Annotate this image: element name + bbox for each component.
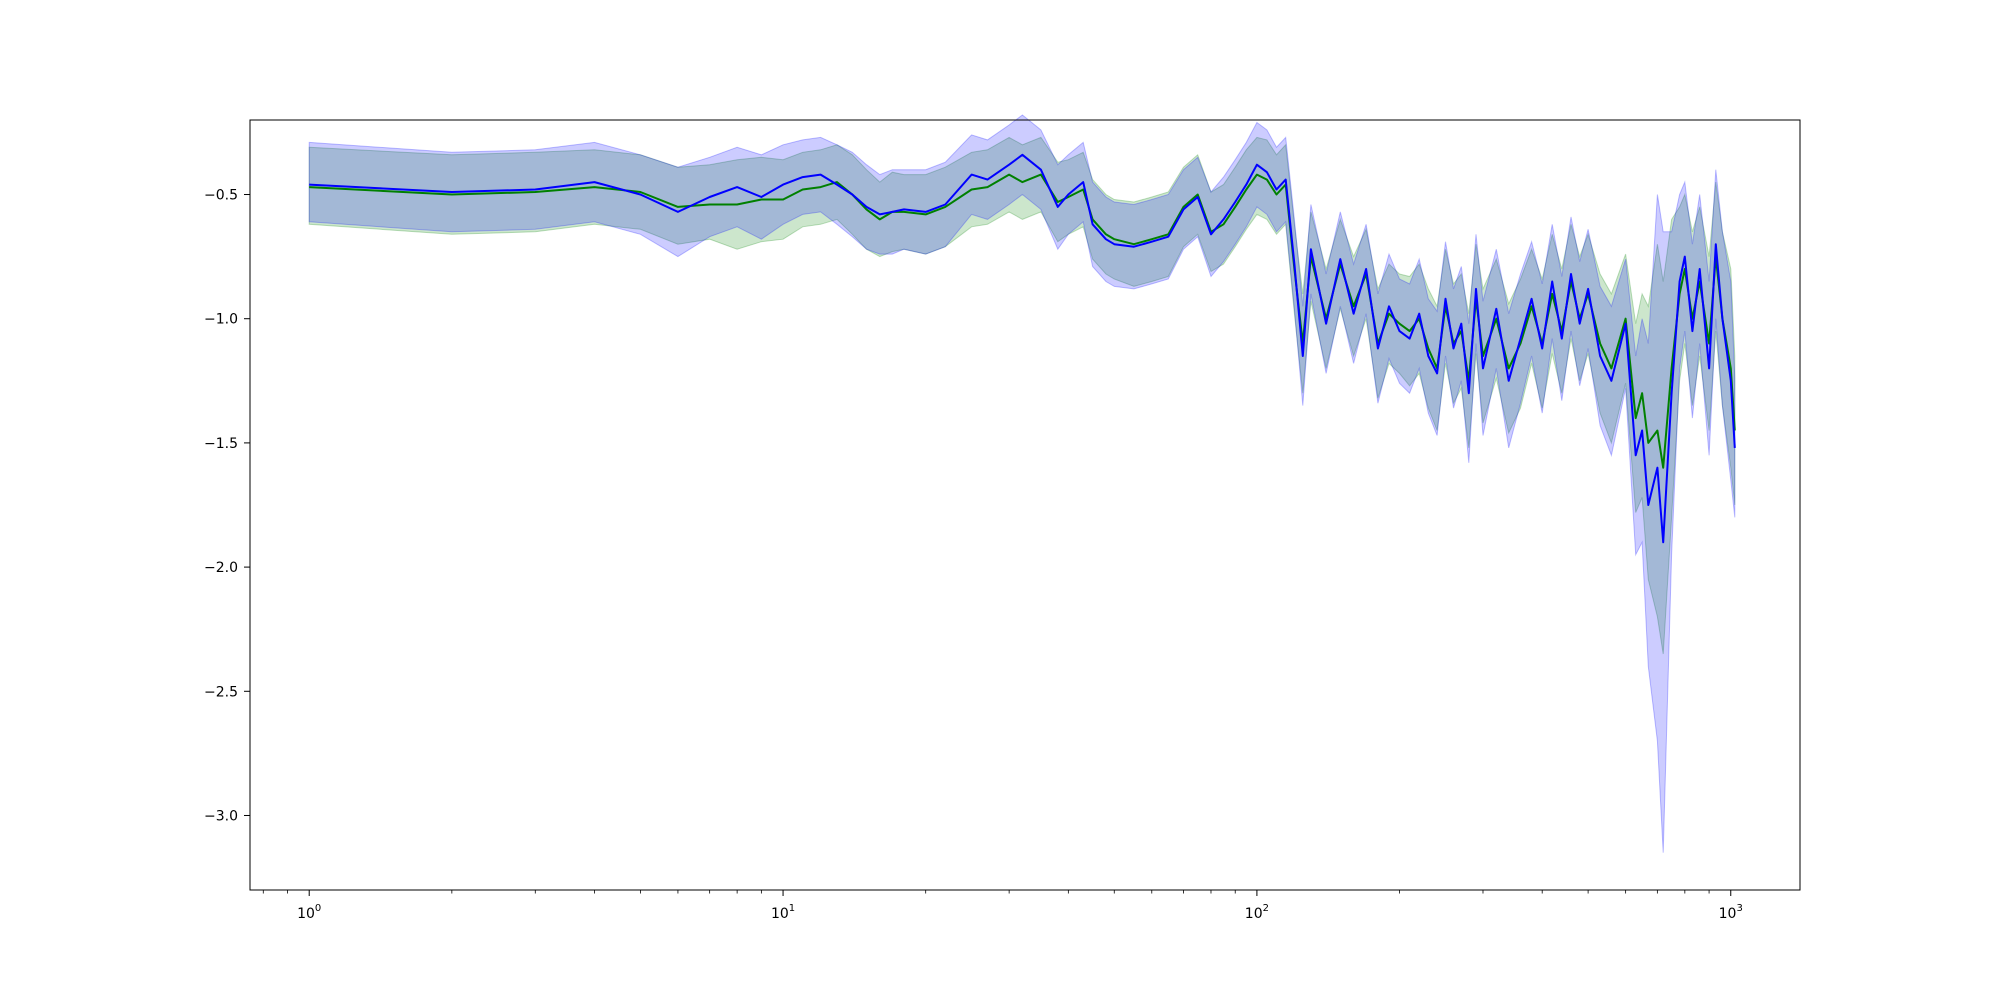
plot-frame xyxy=(249,119,1801,891)
x-tick-exponent: 2 xyxy=(1263,903,1269,914)
x-tick-base: 10 xyxy=(297,906,315,922)
confidence-bands xyxy=(308,114,1736,853)
x-tick-exponent: 1 xyxy=(789,903,795,914)
x-axis: 100 101 102 103 xyxy=(262,890,1743,922)
series-lines xyxy=(309,153,1736,544)
y-axis: −0.5 −1.0 −1.5 −2.0 −2.5 −3.0 xyxy=(204,188,250,824)
y-tick-label: −1.5 xyxy=(204,436,238,452)
x-tick-label: 103 xyxy=(1719,903,1743,922)
x-tick-exponent: 3 xyxy=(1736,903,1742,914)
series-line-2 xyxy=(309,153,1736,544)
x-tick-label: 100 xyxy=(297,903,321,922)
x-tick-base: 10 xyxy=(1245,906,1263,922)
confidence-band-1 xyxy=(308,136,1736,655)
x-tick-base: 10 xyxy=(1719,906,1737,922)
confidence-band-2 xyxy=(308,114,1736,853)
y-tick-label: −2.0 xyxy=(204,560,238,576)
x-tick-base: 10 xyxy=(771,906,789,922)
x-tick-label: 102 xyxy=(1245,903,1269,922)
y-tick-label: −1.0 xyxy=(204,312,238,328)
y-tick-label: −2.5 xyxy=(204,684,238,700)
x-tick-label: 101 xyxy=(771,903,795,922)
y-tick-label: −3.0 xyxy=(204,808,238,824)
y-tick-label: −0.5 xyxy=(204,188,238,204)
x-tick-exponent: 0 xyxy=(315,903,321,914)
